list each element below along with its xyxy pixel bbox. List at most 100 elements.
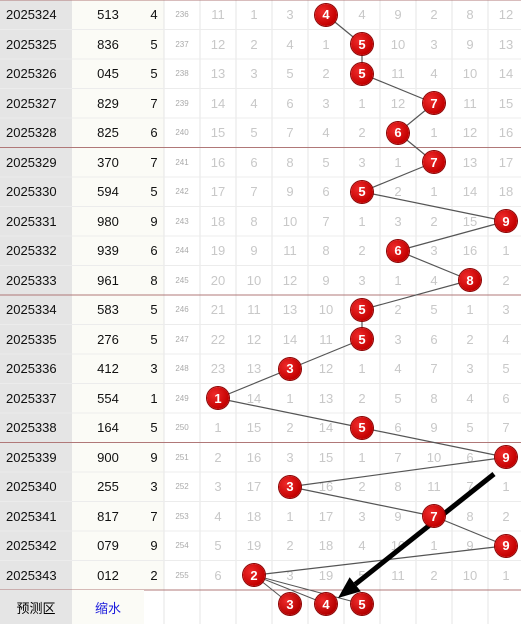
miss-count: 2 (214, 449, 222, 465)
issue-number: 2025339 (0, 442, 72, 472)
issue-number: 2025330 (0, 177, 72, 206)
miss-count: 17 (318, 508, 334, 524)
sum-value: 5 (144, 295, 164, 324)
miss-count: 5 (214, 538, 222, 553)
miss-count: 2 (322, 66, 330, 81)
row-index: 238 (175, 69, 189, 78)
miss-count: 13 (282, 302, 298, 317)
miss-count: 13 (210, 66, 226, 81)
ball-4: 4 (315, 3, 337, 26)
ball-7: 7 (423, 92, 445, 115)
miss-count: 2 (286, 420, 294, 435)
miss-count: 7 (286, 125, 294, 140)
miss-count: 18 (498, 184, 514, 199)
sum-value: 4 (144, 0, 164, 29)
issue-number: 2025342 (0, 531, 72, 560)
miss-count: 2 (358, 243, 366, 258)
miss-count: 7 (430, 361, 438, 376)
miss-count: 20 (210, 272, 226, 288)
miss-count: 13 (246, 361, 262, 376)
ball-3: 3 (279, 357, 301, 380)
miss-count: 8 (466, 7, 474, 22)
miss-count: 3 (358, 154, 366, 170)
sum-value: 1 (144, 383, 164, 413)
miss-count: 1 (466, 302, 474, 317)
miss-count: 2 (286, 538, 294, 553)
ball-9: 9 (495, 446, 517, 469)
miss-count: 7 (466, 479, 474, 494)
miss-count: 4 (286, 36, 294, 52)
miss-count: 3 (358, 508, 366, 524)
ball-5: 5 (351, 62, 373, 85)
ball-6: 6 (387, 239, 409, 262)
miss-count: 1 (286, 390, 294, 406)
row-index: 245 (175, 275, 189, 285)
row-index: 247 (175, 334, 189, 344)
miss-count: 12 (282, 272, 298, 288)
miss-count: 16 (246, 449, 262, 465)
sum-value: 9 (144, 442, 164, 472)
sum-value: 6 (144, 236, 164, 265)
miss-count: 16 (498, 125, 514, 140)
row-index: 250 (175, 423, 189, 432)
miss-count: 1 (286, 508, 294, 524)
miss-count: 3 (430, 36, 438, 52)
miss-count: 18 (318, 538, 334, 553)
miss-count: 3 (502, 302, 510, 317)
miss-count: 1 (358, 95, 366, 111)
miss-count: 5 (466, 420, 474, 435)
ball-9: 9 (495, 210, 517, 233)
miss-count: 8 (466, 508, 474, 524)
miss-count: 1 (430, 125, 438, 140)
trend-connector (397, 250, 471, 281)
miss-count: 10 (390, 36, 406, 52)
miss-count: 9 (286, 184, 294, 199)
miss-count: 15 (210, 125, 226, 140)
miss-count: 2 (358, 390, 366, 406)
shrink-link[interactable]: 缩水 (72, 590, 144, 624)
miss-count: 14 (282, 331, 298, 347)
draw-number: 079 (72, 531, 144, 560)
ball-7: 7 (423, 505, 445, 528)
miss-count: 3 (466, 361, 474, 376)
row-index: 249 (175, 393, 189, 403)
miss-count: 1 (214, 420, 222, 435)
sum-value: 7 (144, 501, 164, 531)
miss-count: 4 (430, 66, 438, 81)
draw-number: 370 (72, 147, 144, 177)
issue-number: 2025329 (0, 147, 72, 177)
miss-count: 11 (391, 66, 405, 81)
issue-number: 2025338 (0, 413, 72, 442)
ball-5: 5 (351, 33, 373, 56)
miss-count: 13 (498, 36, 514, 52)
sum-value: 9 (144, 531, 164, 560)
miss-count: 4 (214, 508, 222, 524)
miss-count: 6 (286, 95, 294, 111)
miss-count: 7 (322, 213, 330, 229)
miss-count: 6 (250, 154, 258, 170)
draw-number: 836 (72, 29, 144, 59)
miss-count: 11 (211, 7, 225, 22)
miss-count: 1 (502, 479, 510, 494)
miss-count: 19 (318, 567, 334, 583)
miss-count: 19 (210, 243, 226, 258)
trend-connector (361, 73, 435, 104)
miss-count: 1 (430, 538, 438, 553)
miss-count: 9 (394, 7, 402, 22)
issue-number: 2025331 (0, 206, 72, 236)
sum-value: 5 (144, 29, 164, 59)
miss-count: 6 (394, 420, 402, 435)
trend-connector (217, 368, 291, 399)
miss-count: 4 (466, 390, 474, 406)
miss-count: 8 (286, 154, 294, 170)
miss-count: 3 (394, 331, 402, 347)
miss-count: 15 (318, 449, 334, 465)
row-index: 241 (175, 157, 189, 167)
miss-count: 13 (462, 154, 478, 170)
prediction-ball-3: 3 (279, 593, 301, 615)
miss-count: 10 (462, 66, 478, 81)
miss-count: 3 (214, 479, 222, 494)
miss-count: 6 (322, 184, 330, 199)
miss-count: 7 (502, 420, 510, 435)
row-index: 253 (175, 511, 189, 521)
